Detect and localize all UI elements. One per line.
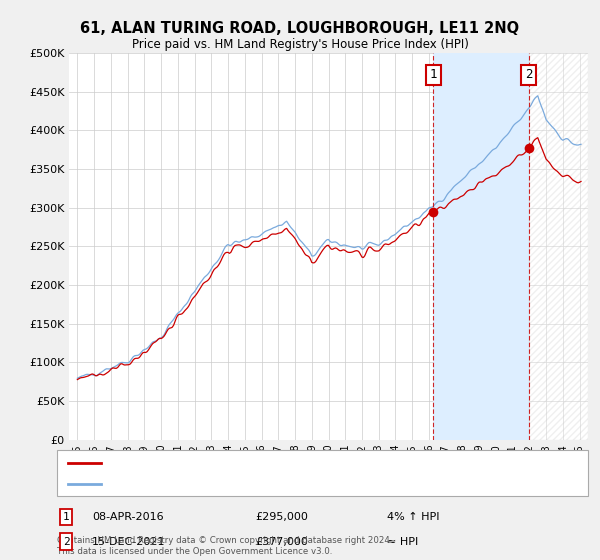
Text: HPI: Average price, detached house, Charnwood: HPI: Average price, detached house, Char… — [108, 479, 349, 489]
Text: 4% ↑ HPI: 4% ↑ HPI — [387, 512, 439, 522]
Text: 61, ALAN TURING ROAD, LOUGHBOROUGH, LE11 2NQ: 61, ALAN TURING ROAD, LOUGHBOROUGH, LE11… — [80, 21, 520, 36]
Text: ≈ HPI: ≈ HPI — [387, 536, 418, 547]
Text: £295,000: £295,000 — [255, 512, 308, 522]
Text: Price paid vs. HM Land Registry's House Price Index (HPI): Price paid vs. HM Land Registry's House … — [131, 38, 469, 51]
Bar — [529, 53, 588, 440]
Text: 15-DEC-2021: 15-DEC-2021 — [92, 536, 166, 547]
Bar — [433, 53, 529, 440]
Text: Contains HM Land Registry data © Crown copyright and database right 2024.
This d: Contains HM Land Registry data © Crown c… — [57, 536, 392, 556]
Text: 61, ALAN TURING ROAD, LOUGHBOROUGH, LE11 2NQ (detached house): 61, ALAN TURING ROAD, LOUGHBOROUGH, LE11… — [108, 459, 468, 469]
Text: 2: 2 — [525, 68, 532, 81]
Text: 1: 1 — [430, 68, 437, 81]
Text: 08-APR-2016: 08-APR-2016 — [92, 512, 163, 522]
Text: 2: 2 — [62, 536, 70, 547]
Text: £377,000: £377,000 — [255, 536, 308, 547]
Text: 1: 1 — [62, 512, 70, 522]
